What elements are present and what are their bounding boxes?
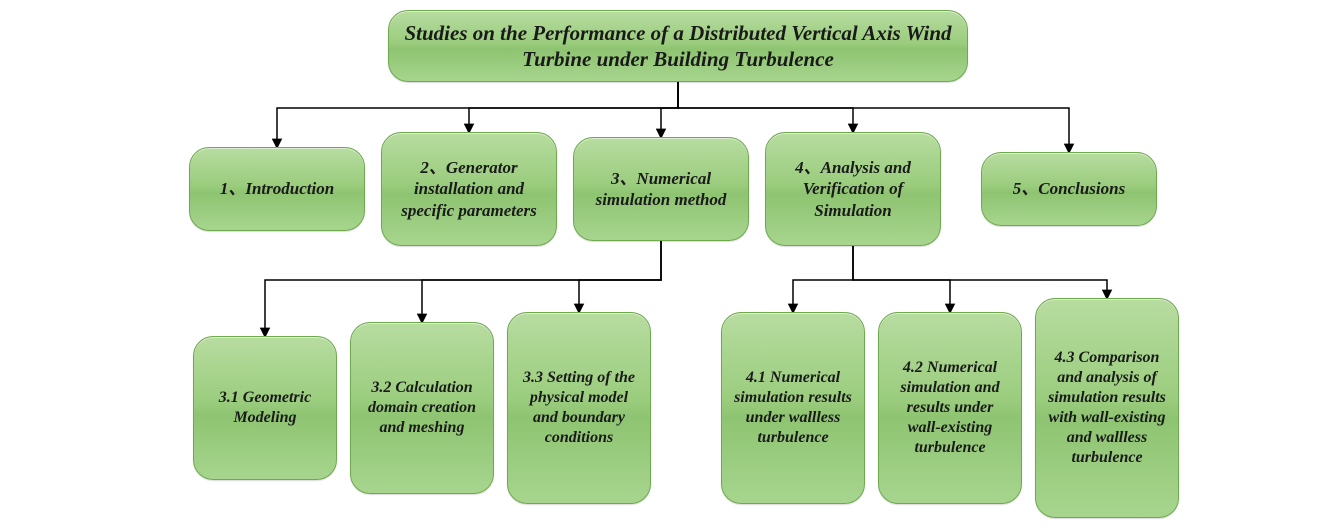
node-n4: 4、Analysis and Verification of Simulatio… bbox=[765, 132, 941, 246]
edge-root-n4 bbox=[678, 82, 853, 132]
node-n3: 3、Numerical simulation method bbox=[573, 137, 749, 241]
node-n1: 1、Introduction bbox=[189, 147, 365, 231]
node-n2: 2、Generator installation and specific pa… bbox=[381, 132, 557, 246]
node-n42: 4.2 Numerical simulation and results und… bbox=[878, 312, 1022, 504]
edge-root-n3 bbox=[661, 82, 678, 137]
edge-n3-n33 bbox=[579, 241, 661, 312]
node-n43: 4.3 Comparison and analysis of simulatio… bbox=[1035, 298, 1179, 518]
node-n41: 4.1 Numerical simulation results under w… bbox=[721, 312, 865, 504]
node-root: Studies on the Performance of a Distribu… bbox=[388, 10, 968, 82]
node-n31: 3.1 Geometric Modeling bbox=[193, 336, 337, 480]
node-n32: 3.2 Calculation domain creation and mesh… bbox=[350, 322, 494, 494]
edge-n4-n42 bbox=[853, 246, 950, 312]
edge-n3-n32 bbox=[422, 241, 661, 322]
node-n5: 5、Conclusions bbox=[981, 152, 1157, 226]
diagram-stage: Studies on the Performance of a Distribu… bbox=[0, 0, 1328, 531]
edge-n4-n43 bbox=[853, 246, 1107, 298]
node-n33: 3.3 Setting of the physical model and bo… bbox=[507, 312, 651, 504]
edge-n4-n41 bbox=[793, 246, 853, 312]
edge-root-n2 bbox=[469, 82, 678, 132]
